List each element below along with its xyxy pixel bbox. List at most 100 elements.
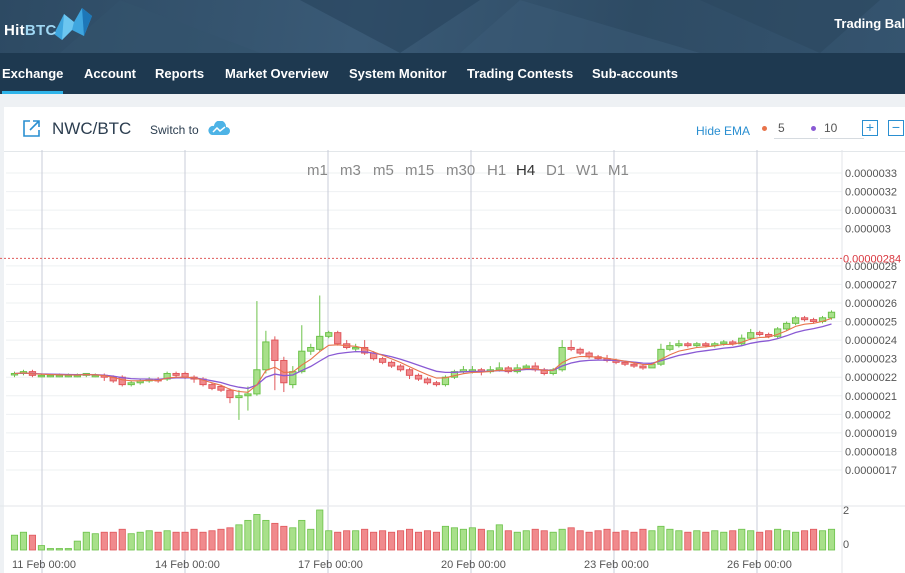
volume-bar bbox=[414, 531, 423, 551]
timeframe-W1[interactable]: W1 bbox=[576, 162, 599, 179]
volume-bar bbox=[468, 527, 476, 551]
y-tick-label: 0.0000031 bbox=[845, 205, 897, 217]
candle-body bbox=[352, 346, 360, 350]
volume-tick-label: 2 bbox=[843, 505, 849, 517]
candle-body bbox=[127, 382, 135, 386]
ema-5-line bbox=[14, 317, 832, 393]
volume-bar bbox=[370, 531, 378, 551]
candle-body bbox=[163, 372, 171, 380]
timeframe-H4[interactable]: H4 bbox=[516, 162, 536, 179]
volume-bar bbox=[235, 524, 243, 551]
candle-body bbox=[666, 345, 674, 350]
timeframe-m1[interactable]: m1 bbox=[307, 162, 328, 179]
candle-body bbox=[298, 350, 306, 373]
candle-body bbox=[567, 346, 575, 350]
volume-bar bbox=[190, 528, 198, 551]
volume-bar bbox=[648, 530, 656, 551]
volume-bar bbox=[82, 531, 90, 551]
volume-bar bbox=[693, 530, 701, 551]
volume-bar bbox=[91, 533, 99, 551]
nav-system-monitor[interactable]: System Monitor bbox=[349, 66, 447, 81]
candle-body bbox=[639, 365, 647, 369]
volume-bar bbox=[46, 548, 54, 551]
candle-body bbox=[693, 343, 701, 347]
timeframe-m5[interactable]: m5 bbox=[373, 162, 394, 179]
x-tick-label: 26 Feb 00:00 bbox=[727, 559, 792, 571]
cloud-chart-icon[interactable] bbox=[207, 121, 231, 137]
candle-body bbox=[46, 374, 55, 378]
volume-bar bbox=[441, 525, 449, 551]
candle-body bbox=[809, 319, 818, 323]
candle-body bbox=[522, 365, 530, 369]
x-tick-label: 11 Feb 00:00 bbox=[12, 559, 76, 571]
volume-bar bbox=[379, 530, 387, 551]
x-tick-label: 20 Feb 00:00 bbox=[441, 559, 506, 571]
candle-body bbox=[827, 311, 836, 319]
external-link-icon[interactable] bbox=[22, 119, 41, 138]
volume-bar bbox=[603, 528, 611, 551]
volume-bar bbox=[666, 528, 674, 551]
nav-reports[interactable]: Reports bbox=[155, 66, 205, 81]
volume-bar bbox=[280, 525, 288, 551]
ema-slow-input[interactable]: 10 bbox=[820, 121, 864, 139]
candle-body bbox=[720, 341, 728, 345]
volume-bar bbox=[801, 530, 809, 551]
y-tick-label: 0.0000021 bbox=[845, 391, 897, 403]
candle-body bbox=[432, 382, 441, 386]
y-tick-label: 0.0000025 bbox=[845, 317, 897, 329]
nav-market-overview[interactable]: Market Overview bbox=[225, 66, 329, 81]
timeframe-H1[interactable]: H1 bbox=[487, 162, 507, 179]
hide-ema-link[interactable]: Hide EMA bbox=[696, 124, 751, 138]
y-tick-label: 0.0000032 bbox=[845, 187, 897, 199]
timeframe-M1[interactable]: M1 bbox=[608, 162, 629, 179]
plus-icon: + bbox=[865, 119, 875, 135]
volume-bar bbox=[792, 531, 800, 551]
candlestick-chart[interactable]: 0.0000033 0.0000032 0.0000031 0.000003 0.000… bbox=[0, 150, 905, 573]
chart-panel-header: NWC/BTC Switch to Hide EMA 5 10 + − bbox=[4, 107, 905, 152]
volume-bar bbox=[639, 528, 647, 551]
volume-bar bbox=[289, 527, 297, 551]
volume-bar bbox=[316, 509, 324, 551]
volume-bar bbox=[253, 514, 261, 551]
nav-account[interactable]: Account bbox=[84, 66, 136, 81]
nav-sub-accounts[interactable]: Sub-accounts bbox=[592, 66, 678, 81]
ema-fast-input[interactable]: 5 bbox=[774, 121, 818, 139]
volume-bar bbox=[423, 530, 432, 551]
timeframe-D1[interactable]: D1 bbox=[546, 162, 566, 179]
candle-body bbox=[675, 343, 683, 347]
volume-bar bbox=[720, 531, 728, 551]
volume-bar bbox=[522, 530, 530, 551]
main-nav: Exchange Account Reports Market Overview… bbox=[0, 53, 905, 94]
candle-body bbox=[307, 346, 315, 352]
volume-bar bbox=[199, 531, 207, 551]
hitbtc-bull-logo-icon bbox=[54, 8, 92, 40]
candle-body bbox=[396, 365, 405, 371]
volume-bar bbox=[397, 530, 405, 551]
nav-exchange[interactable]: Exchange bbox=[2, 53, 64, 94]
volume-bar bbox=[576, 530, 584, 551]
volume-bar bbox=[774, 528, 782, 551]
zoom-in-button[interactable]: + bbox=[862, 120, 878, 136]
x-tick-label: 23 Feb 00:00 bbox=[584, 559, 649, 571]
candle-body bbox=[800, 317, 809, 321]
volume-bar bbox=[307, 528, 315, 551]
volume-bar bbox=[37, 545, 45, 551]
candle-body bbox=[782, 322, 791, 330]
candle-body bbox=[414, 374, 423, 380]
logo-btc-text: BTC bbox=[24, 22, 57, 39]
timeframe-m30[interactable]: m30 bbox=[446, 162, 476, 179]
candle-body bbox=[791, 317, 800, 324]
zoom-out-button[interactable]: − bbox=[888, 120, 904, 136]
candle-body bbox=[217, 385, 225, 391]
hitbtc-logo[interactable]: HitBTC bbox=[4, 22, 57, 39]
volume-bar bbox=[352, 530, 360, 551]
timeframe-m15[interactable]: m15 bbox=[405, 162, 435, 179]
nav-trading-contests[interactable]: Trading Contests bbox=[467, 66, 574, 81]
y-tick-label: 0.000003 bbox=[845, 224, 891, 236]
volume-bar bbox=[244, 519, 252, 551]
trading-balance-label[interactable]: Trading Bal bbox=[834, 16, 905, 31]
timeframe-m3[interactable]: m3 bbox=[340, 162, 361, 179]
volume-bar bbox=[208, 530, 216, 551]
volume-bar bbox=[217, 528, 225, 551]
candle-body bbox=[262, 341, 270, 371]
